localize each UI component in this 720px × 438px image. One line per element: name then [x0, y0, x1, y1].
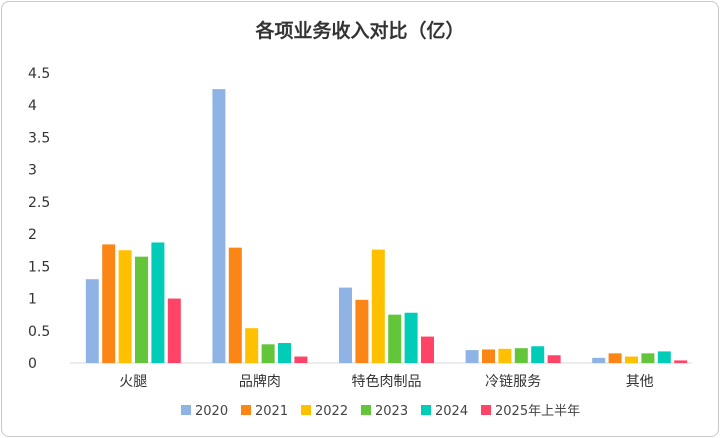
- bar-2023-其他: [641, 353, 655, 363]
- legend-swatch: [361, 405, 371, 415]
- bar-2024-其他: [657, 351, 671, 363]
- y-tick-label: 1: [28, 292, 37, 308]
- bar-2022-冷链服务: [498, 348, 512, 363]
- bar-2025年上半年-品牌肉: [294, 356, 308, 363]
- y-tick-label: 3.5: [28, 130, 50, 146]
- legend-label: 2025年上半年: [495, 404, 580, 419]
- bar-2025年上半年-其他: [674, 360, 688, 363]
- bar-2020-品牌肉: [212, 89, 226, 363]
- y-tick-label: 1.5: [28, 259, 50, 275]
- bar-2020-冷链服务: [465, 350, 479, 363]
- y-tick-label: 2.5: [28, 195, 50, 211]
- legend-label: 2020: [195, 404, 228, 419]
- x-tick-label: 火腿: [119, 374, 147, 390]
- bar-2024-火腿: [151, 242, 165, 363]
- bar-2023-冷链服务: [514, 348, 528, 363]
- x-tick-label: 特色肉制品: [352, 373, 422, 390]
- bar-2020-火腿: [85, 279, 99, 363]
- bar-2020-特色肉制品: [339, 287, 352, 363]
- bar-2020-其他: [592, 357, 606, 363]
- bar-2024-特色肉制品: [404, 312, 418, 363]
- bar-2022-品牌肉: [245, 328, 259, 363]
- x-tick-label: 冷链服务: [485, 374, 541, 390]
- legend-swatch: [481, 405, 491, 415]
- bar-2022-其他: [625, 356, 638, 363]
- y-tick-label: 3: [28, 163, 37, 179]
- legend-label: 2024: [435, 404, 468, 419]
- legend-swatch: [301, 405, 311, 415]
- y-tick-label: 0.5: [28, 324, 50, 340]
- y-tick-label: 4: [28, 98, 37, 114]
- bar-2024-品牌肉: [278, 343, 291, 363]
- bar-2022-特色肉制品: [371, 249, 385, 363]
- bar-2021-其他: [608, 353, 622, 363]
- bar-2021-特色肉制品: [355, 299, 369, 363]
- chart-title: 各项业务收入对比（亿）: [254, 19, 464, 42]
- bar-2023-特色肉制品: [388, 314, 402, 363]
- y-tick-label: 4.5: [28, 66, 50, 82]
- legend-swatch: [181, 405, 191, 415]
- legend-swatch: [421, 405, 431, 415]
- bar-2023-品牌肉: [261, 344, 275, 363]
- x-tick-label: 其他: [626, 374, 654, 390]
- x-tick-label: 品牌肉: [239, 373, 281, 390]
- bar-2025年上半年-冷链服务: [547, 355, 561, 363]
- legend-label: 2023: [375, 404, 408, 419]
- bar-2024-冷链服务: [531, 346, 545, 363]
- bar-2025年上半年-特色肉制品: [421, 336, 434, 363]
- y-tick-label: 0: [28, 356, 37, 372]
- bar-2021-火腿: [102, 244, 116, 363]
- legend-label: 2021: [255, 404, 288, 419]
- bar-2025年上半年-火腿: [167, 298, 181, 363]
- legend-label: 2022: [315, 404, 348, 419]
- y-tick-label: 2: [28, 227, 37, 243]
- legend-swatch: [241, 405, 251, 415]
- bar-2022-火腿: [118, 250, 132, 363]
- bar-2021-冷链服务: [482, 349, 495, 363]
- bar-2023-火腿: [135, 256, 148, 363]
- bar-2021-品牌肉: [228, 247, 242, 363]
